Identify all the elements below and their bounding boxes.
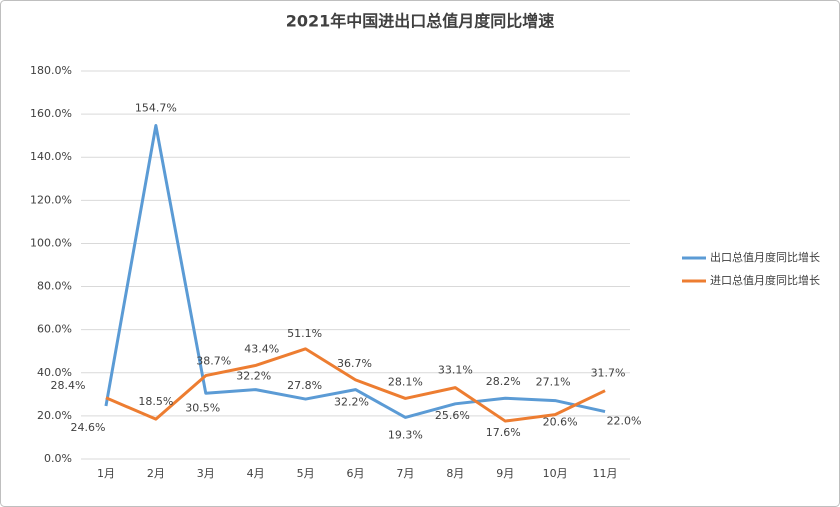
x-tick-label: 1月 bbox=[97, 467, 115, 480]
data-label: 22.0% bbox=[607, 415, 642, 428]
x-tick-label: 10月 bbox=[543, 467, 568, 480]
y-tick-label: 140.0% bbox=[30, 150, 72, 163]
data-label: 36.7% bbox=[337, 357, 372, 370]
y-tick-label: 100.0% bbox=[30, 236, 72, 249]
data-label: 17.6% bbox=[486, 426, 521, 439]
data-label: 20.6% bbox=[543, 416, 578, 429]
x-tick-label: 6月 bbox=[347, 467, 365, 480]
data-label: 31.7% bbox=[591, 367, 626, 380]
series-line bbox=[104, 124, 606, 419]
y-tick-label: 180.0% bbox=[30, 64, 72, 77]
x-tick-label: 3月 bbox=[197, 467, 215, 480]
data-label: 19.3% bbox=[388, 428, 423, 441]
legend-label: 出口总值月度同比增长 bbox=[710, 250, 820, 264]
y-tick-label: 40.0% bbox=[37, 366, 72, 379]
data-label: 51.1% bbox=[287, 327, 322, 340]
y-tick-label: 60.0% bbox=[37, 323, 72, 336]
data-label: 28.1% bbox=[388, 375, 423, 388]
x-tick-label: 7月 bbox=[396, 467, 414, 480]
y-tick-label: 160.0% bbox=[30, 107, 72, 120]
data-label: 38.7% bbox=[196, 355, 231, 368]
data-label: 28.2% bbox=[486, 375, 521, 388]
data-label: 43.4% bbox=[244, 342, 279, 355]
data-label: 32.2% bbox=[236, 370, 271, 383]
x-tick-label: 2月 bbox=[147, 467, 165, 480]
data-label: 28.4% bbox=[50, 379, 85, 392]
data-label: 30.5% bbox=[185, 401, 220, 414]
x-tick-label: 11月 bbox=[593, 467, 618, 480]
y-tick-label: 0.0% bbox=[44, 452, 72, 465]
chart-title: 2021年中国进出口总值月度同比增速 bbox=[286, 12, 555, 31]
y-tick-label: 120.0% bbox=[30, 193, 72, 206]
data-label: 154.7% bbox=[135, 102, 177, 115]
x-tick-label: 8月 bbox=[446, 467, 464, 480]
x-tick-label: 4月 bbox=[247, 467, 265, 480]
x-tick-label: 5月 bbox=[297, 467, 315, 480]
series-line bbox=[105, 347, 606, 423]
y-tick-label: 20.0% bbox=[37, 409, 72, 422]
data-label: 32.2% bbox=[334, 396, 369, 409]
data-label: 24.6% bbox=[70, 421, 105, 434]
data-label: 33.1% bbox=[438, 364, 473, 377]
data-label: 18.5% bbox=[138, 395, 173, 408]
y-tick-label: 80.0% bbox=[37, 280, 72, 293]
legend-label: 进口总值月度同比增长 bbox=[710, 273, 820, 287]
data-label: 27.8% bbox=[287, 379, 322, 392]
data-label: 25.6% bbox=[435, 409, 470, 422]
x-tick-label: 9月 bbox=[496, 467, 514, 480]
data-label: 27.1% bbox=[536, 376, 571, 389]
